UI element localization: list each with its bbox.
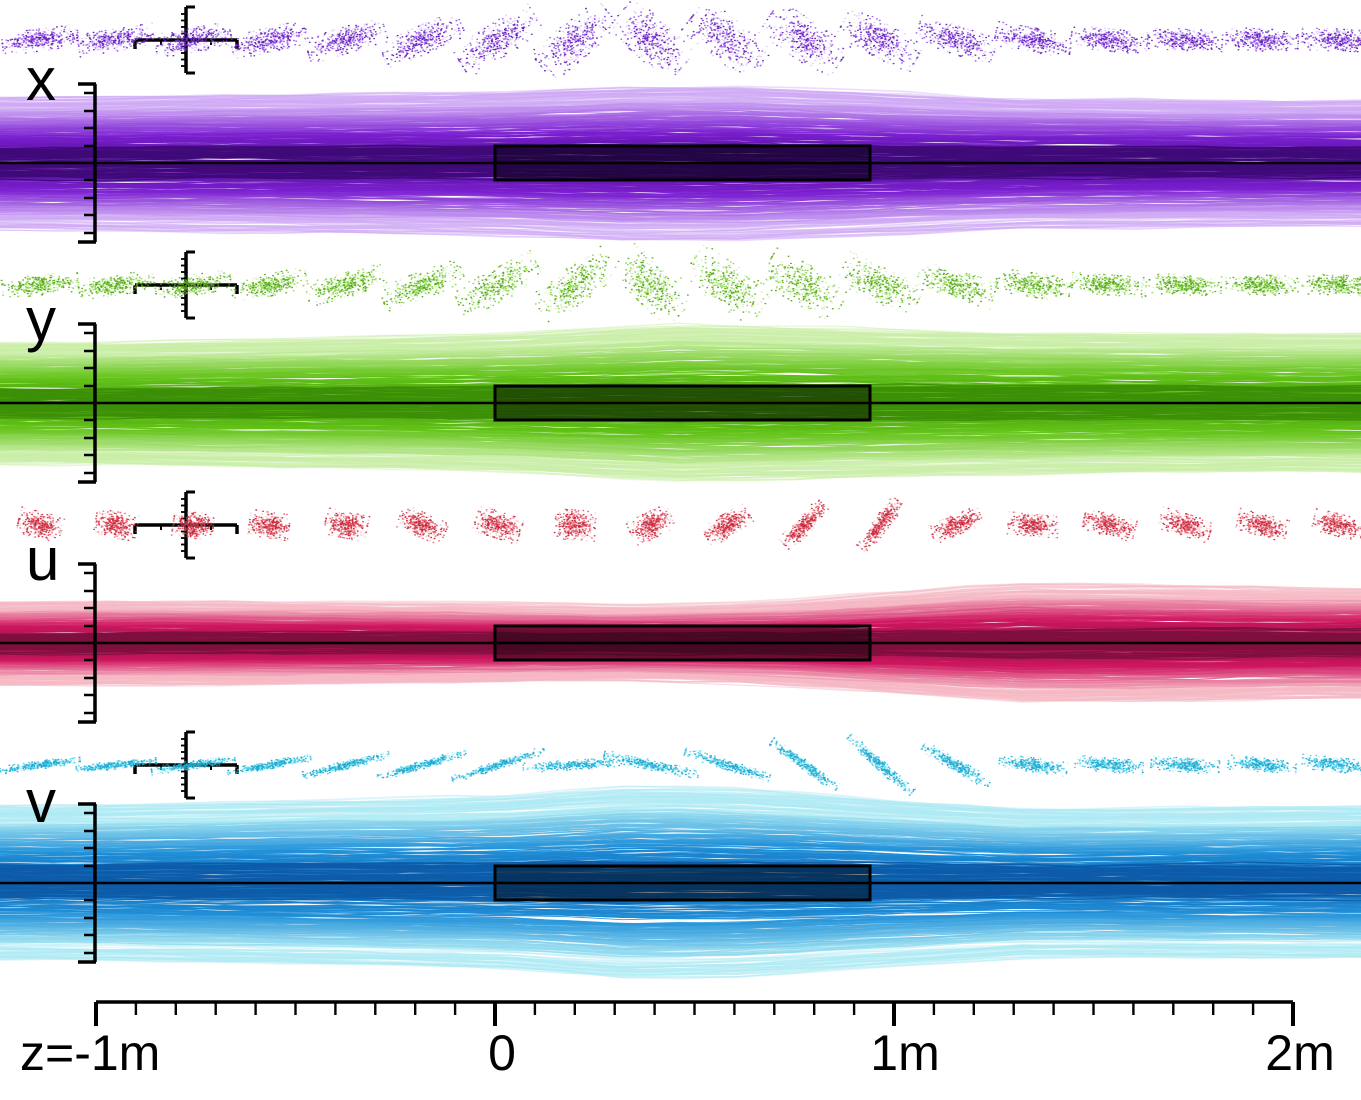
row-label-y: y bbox=[26, 286, 56, 353]
row-label-v: v bbox=[26, 768, 56, 835]
axis-tick-label-0: 0 bbox=[488, 1025, 516, 1081]
row-label-x: x bbox=[26, 46, 56, 113]
axis-tick-label-1m: 1m bbox=[870, 1025, 940, 1081]
axis-tick-label-2m: 2m bbox=[1265, 1025, 1335, 1081]
row-label-u: u bbox=[26, 526, 60, 593]
axis-tick-label-z-minus-1m: z=-1m bbox=[20, 1025, 161, 1081]
